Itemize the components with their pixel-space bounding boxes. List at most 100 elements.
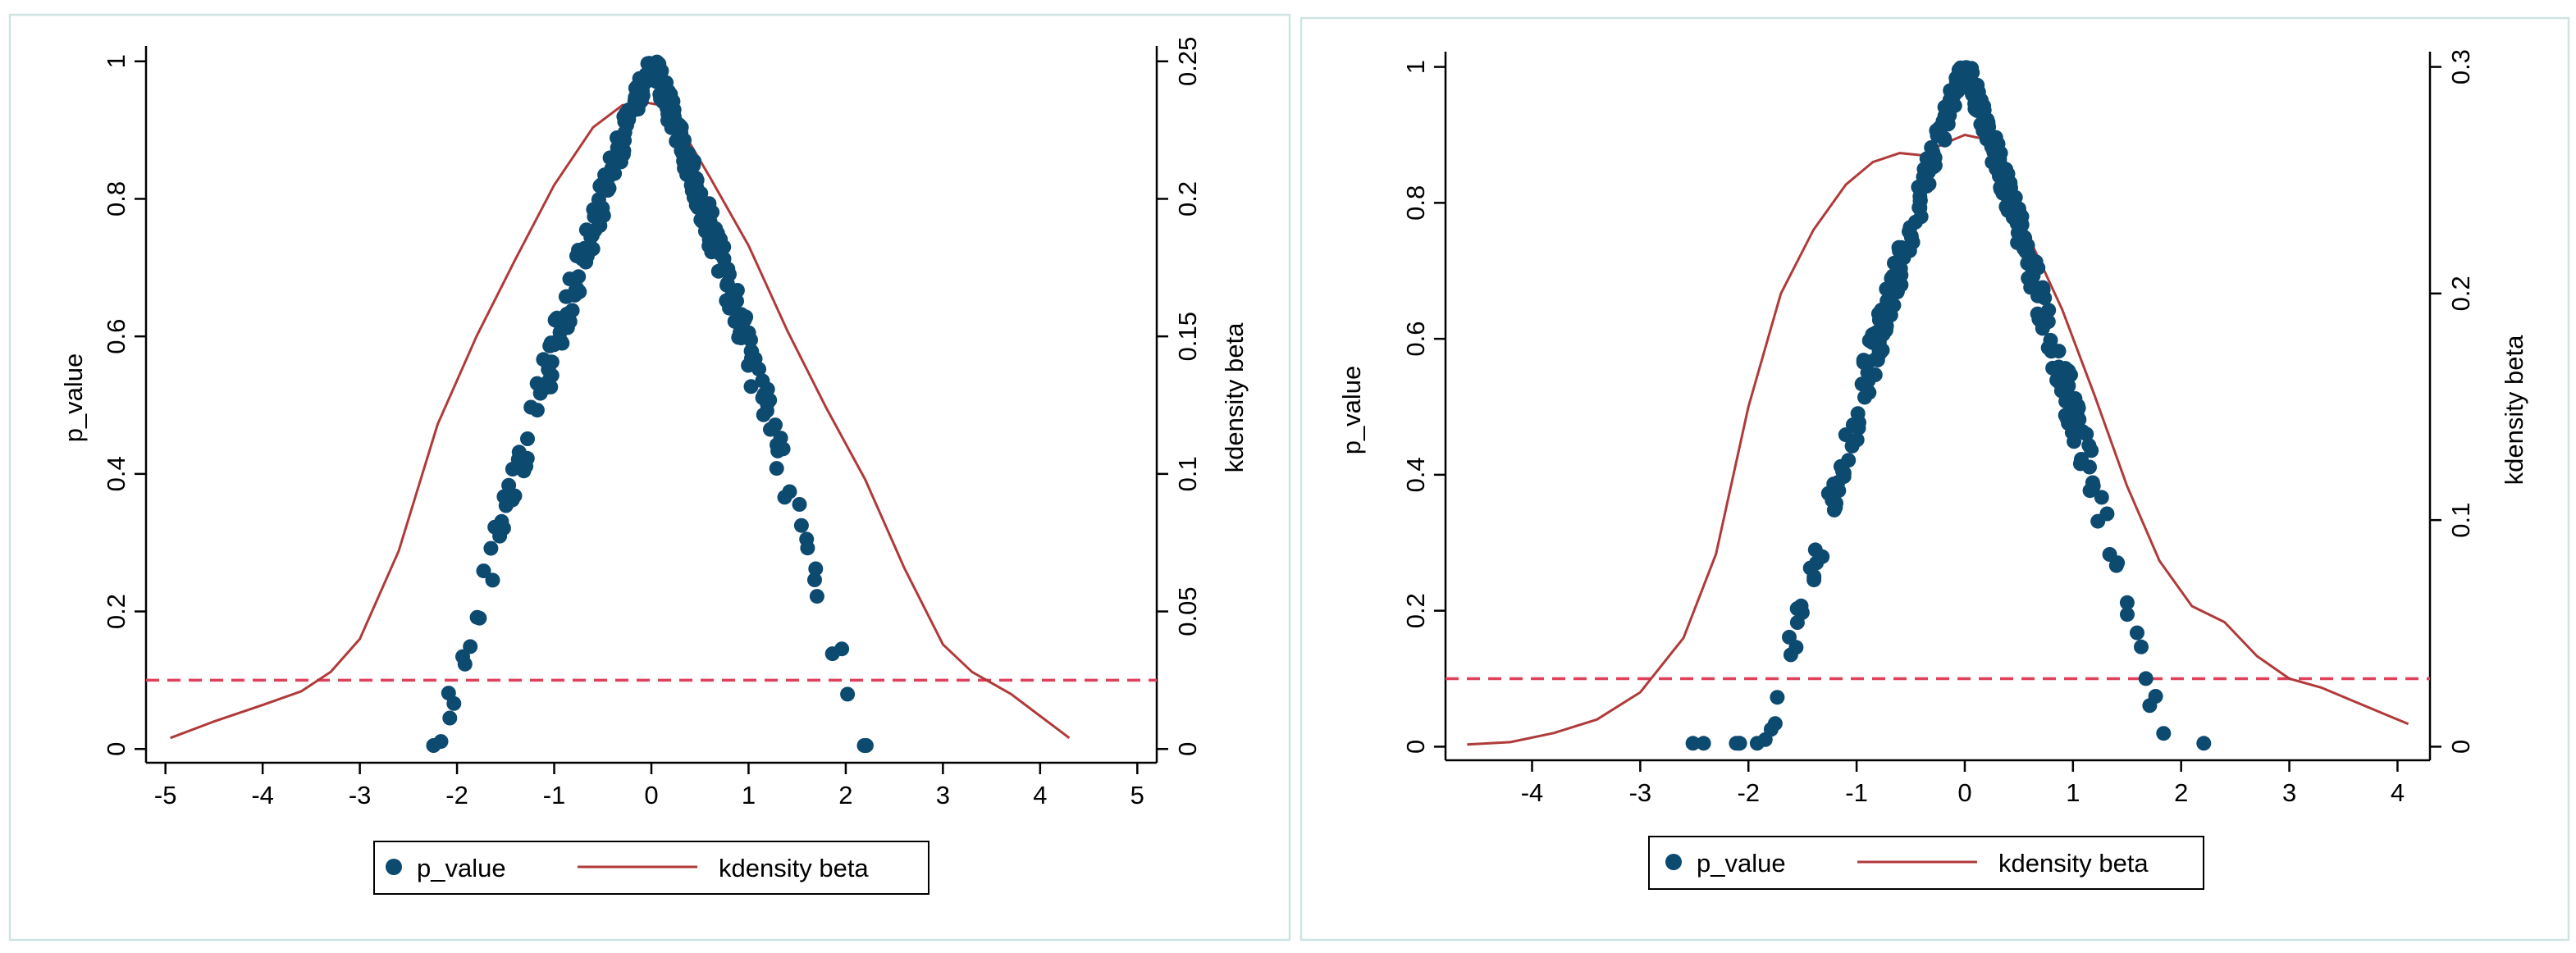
- scatter-point: [1829, 495, 1843, 511]
- scatter-point: [1994, 180, 2010, 194]
- y-tick-label: 0: [1401, 740, 1430, 754]
- scatter-point: [598, 181, 614, 197]
- y-tick-label: 0.4: [102, 456, 130, 491]
- y2-tick-label: 0.1: [1173, 456, 1202, 491]
- scatter-point: [686, 157, 701, 173]
- y2-tick-label: 0.15: [1173, 312, 1202, 361]
- scatter-point: [2120, 607, 2135, 622]
- scatter-point: [770, 443, 786, 458]
- scatter-point: [1875, 326, 1891, 342]
- scatter-point: [1826, 476, 1842, 492]
- scatter-point: [652, 75, 668, 91]
- scatter-point: [520, 431, 535, 446]
- scatter-point: [756, 388, 772, 403]
- scatter-point: [2074, 452, 2089, 467]
- scatter-point: [446, 695, 462, 711]
- scatter-point: [485, 572, 500, 588]
- x-tick-label: 1: [2066, 778, 2080, 807]
- scatter-point: [2006, 210, 2021, 226]
- scatter-point: [536, 352, 551, 367]
- y-tick-label: 1: [1401, 60, 1430, 74]
- y-tick-label: 0.6: [1401, 321, 1430, 357]
- scatter-point: [807, 572, 822, 587]
- scatter-point: [1912, 193, 1928, 208]
- scatter-point: [618, 106, 633, 121]
- scatter-point: [1789, 615, 1805, 630]
- y2-tick-label: 0: [1173, 742, 1202, 756]
- scatter-point: [1887, 255, 1902, 271]
- x-tick-label: -4: [251, 781, 274, 809]
- scatter-point: [2084, 443, 2099, 458]
- x-tick-label: -2: [1737, 778, 1760, 807]
- scatter-point: [690, 183, 706, 198]
- x-tick-label: 1: [742, 781, 756, 809]
- scatter-point: [2030, 281, 2045, 297]
- scatter-point: [2071, 412, 2087, 427]
- scatter-point: [751, 362, 766, 377]
- scatter-point: [1879, 281, 1894, 297]
- scatter-point: [1946, 88, 1962, 103]
- scatter-point: [586, 202, 601, 217]
- y2-tick-label: 0.3: [2446, 49, 2475, 84]
- scatter-point: [1921, 176, 1937, 192]
- scatter-point: [725, 293, 741, 308]
- y2-tick-label: 0.2: [2446, 276, 2475, 311]
- scatter-point: [1696, 736, 1711, 751]
- legend-label-density: kdensity beta: [1998, 849, 2149, 878]
- x-tick-label: 0: [644, 781, 658, 809]
- scatter-point: [1757, 732, 1773, 747]
- x-tick-label: 3: [936, 781, 950, 809]
- scatter-point: [744, 344, 760, 359]
- scatter-point: [677, 132, 692, 148]
- scatter-point: [1782, 629, 1797, 645]
- scatter-point: [2058, 408, 2073, 423]
- scatter-point: [856, 738, 872, 753]
- scatter-point: [523, 399, 539, 415]
- y2-tick-label: 0.1: [2446, 503, 2475, 538]
- scatter-point: [2196, 736, 2212, 751]
- y-tick-label: 1: [102, 54, 130, 68]
- chart-panel-left: -5 -4 -3 -2 -1 0 1 2 3 4 5 0 0.2 0.4 0.6 0.8 1 0 0.05 0.1 0.…: [8, 13, 1291, 942]
- scatter-point: [2119, 595, 2135, 610]
- scatter-point: [1971, 84, 1986, 99]
- scatter-point: [808, 561, 824, 577]
- scatter-point: [799, 531, 815, 547]
- scatter-point: [755, 373, 770, 389]
- scatter-point: [1770, 690, 1785, 705]
- scatter-point: [710, 229, 726, 244]
- scatter-point: [2090, 513, 2106, 529]
- y2-tick-label: 0.2: [1173, 181, 1202, 217]
- y2-tick-label: 0: [2446, 740, 2475, 754]
- y-axis-title: p_value: [59, 353, 88, 443]
- x-tick-label: 0: [1957, 778, 1971, 807]
- x-tick-label: 4: [2391, 778, 2405, 807]
- scatter-point: [714, 262, 729, 277]
- scatter-point: [587, 222, 603, 238]
- scatter-point: [607, 166, 623, 181]
- scatter-point: [1925, 146, 1940, 162]
- scatter-point: [792, 497, 807, 512]
- scatter-point: [1921, 164, 1936, 180]
- scatter-point: [469, 609, 485, 625]
- scatter-point: [1992, 147, 2007, 162]
- legend-marker-points: [1665, 854, 1682, 870]
- scatter-point: [1856, 354, 1871, 370]
- scatter-point: [1930, 128, 1945, 144]
- scatter-point: [569, 280, 585, 296]
- y-tick-label: 0.6: [102, 319, 130, 354]
- scatter-point: [694, 213, 710, 229]
- scatter-point: [608, 149, 623, 165]
- scatter-point: [733, 325, 747, 340]
- scatter-point: [1981, 119, 1997, 135]
- y-tick-label: 0.2: [1401, 593, 1430, 628]
- scatter-point: [1731, 736, 1747, 751]
- scatter-point: [688, 171, 704, 186]
- scatter-point: [716, 251, 732, 267]
- scatter-point: [541, 374, 556, 390]
- scatter-point: [496, 489, 512, 504]
- scatter-point: [652, 87, 668, 103]
- scatter-point: [554, 335, 569, 350]
- legend: p_value kdensity beta: [373, 841, 929, 895]
- scatter-point: [511, 445, 527, 460]
